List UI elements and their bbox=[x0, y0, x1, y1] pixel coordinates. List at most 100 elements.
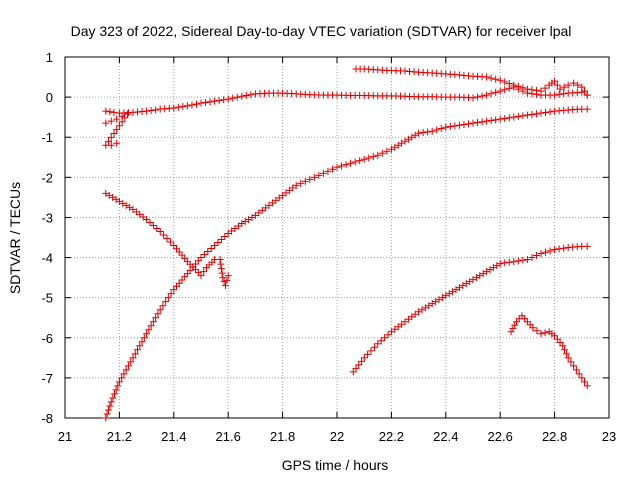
data-point bbox=[478, 118, 486, 126]
data-point bbox=[560, 90, 568, 98]
y-axis-label: SDTVAR / TECUs bbox=[7, 182, 23, 294]
data-point bbox=[122, 366, 130, 374]
x-tick-label: 21.4 bbox=[161, 429, 186, 444]
data-point bbox=[247, 91, 255, 99]
x-tick-label: 21 bbox=[58, 429, 72, 444]
data-point bbox=[446, 123, 454, 131]
data-point bbox=[107, 398, 115, 406]
series-arc-d bbox=[352, 65, 591, 99]
data-point bbox=[505, 79, 513, 87]
data-points bbox=[102, 65, 591, 422]
data-point bbox=[575, 370, 583, 378]
y-tick-label: -7 bbox=[41, 371, 53, 386]
series-arc-a bbox=[102, 105, 591, 422]
data-point bbox=[105, 137, 113, 145]
data-point bbox=[537, 330, 545, 338]
data-point bbox=[574, 81, 582, 89]
data-point bbox=[559, 342, 567, 350]
data-point bbox=[224, 272, 232, 280]
data-point bbox=[160, 231, 168, 239]
data-point bbox=[567, 358, 575, 366]
data-point bbox=[546, 108, 554, 116]
data-point bbox=[541, 84, 549, 92]
data-point bbox=[102, 414, 110, 422]
data-point bbox=[166, 238, 174, 246]
data-point bbox=[113, 115, 121, 123]
data-point bbox=[206, 98, 214, 106]
data-point bbox=[428, 127, 436, 135]
x-tick-label: 21.8 bbox=[270, 429, 295, 444]
data-point bbox=[532, 86, 540, 94]
data-point bbox=[109, 394, 117, 402]
data-point bbox=[111, 390, 119, 398]
data-point bbox=[224, 95, 232, 103]
data-point bbox=[115, 378, 123, 386]
data-point bbox=[217, 260, 225, 268]
data-point bbox=[433, 126, 441, 134]
data-point bbox=[242, 92, 250, 100]
data-point bbox=[127, 358, 135, 366]
data-point bbox=[537, 109, 545, 117]
data-point bbox=[297, 179, 305, 187]
data-point bbox=[214, 239, 222, 247]
data-point bbox=[464, 120, 472, 128]
x-tick-label: 22.8 bbox=[542, 429, 567, 444]
y-tick-label: 1 bbox=[46, 50, 53, 65]
data-point bbox=[514, 257, 522, 265]
data-point bbox=[107, 133, 115, 141]
data-point bbox=[154, 310, 162, 318]
data-point bbox=[143, 215, 151, 223]
data-point bbox=[367, 347, 375, 355]
data-point bbox=[560, 83, 568, 91]
data-point bbox=[200, 268, 208, 276]
data-point bbox=[129, 354, 137, 362]
data-point bbox=[419, 129, 427, 137]
data-point bbox=[221, 232, 229, 240]
data-point bbox=[149, 221, 157, 229]
data-point bbox=[149, 318, 157, 326]
data-point bbox=[163, 235, 171, 243]
data-point bbox=[319, 169, 327, 177]
data-point bbox=[487, 74, 495, 82]
y-tick-label: -4 bbox=[41, 251, 53, 266]
y-tick-label: -3 bbox=[41, 210, 53, 225]
data-point bbox=[496, 115, 504, 123]
data-point bbox=[483, 73, 491, 81]
data-point bbox=[583, 242, 591, 250]
data-point bbox=[140, 334, 148, 342]
data-point bbox=[437, 125, 445, 133]
data-point bbox=[551, 77, 559, 85]
data-point bbox=[338, 162, 346, 170]
data-point bbox=[218, 269, 226, 277]
data-point bbox=[357, 357, 365, 365]
data-point bbox=[541, 329, 549, 337]
data-point bbox=[351, 158, 359, 166]
data-point bbox=[131, 350, 139, 358]
series-arc-f bbox=[507, 312, 591, 390]
data-point bbox=[115, 122, 123, 130]
grid bbox=[65, 57, 609, 418]
x-tick-label: 22 bbox=[330, 429, 344, 444]
data-point bbox=[460, 121, 468, 129]
data-point bbox=[103, 410, 111, 418]
chart-title: Day 323 of 2022, Sidereal Day-to-day VTE… bbox=[71, 23, 572, 39]
data-point bbox=[113, 126, 121, 134]
data-point bbox=[528, 254, 536, 262]
y-tick-labels: 1 0 -1 -2 -3 -4 -5 -6 -7 -8 bbox=[41, 50, 53, 426]
data-point bbox=[424, 128, 432, 136]
data-point bbox=[349, 368, 357, 376]
x-tick-label: 23 bbox=[602, 429, 616, 444]
data-point bbox=[238, 92, 246, 100]
data-point bbox=[570, 79, 578, 87]
data-point bbox=[370, 343, 378, 351]
data-point bbox=[156, 306, 164, 314]
data-point bbox=[519, 84, 527, 92]
data-point bbox=[162, 298, 170, 306]
data-point bbox=[561, 346, 569, 354]
data-point bbox=[114, 382, 122, 390]
data-point bbox=[192, 100, 200, 108]
data-point bbox=[442, 123, 450, 131]
data-point bbox=[112, 386, 120, 394]
data-point bbox=[492, 88, 500, 96]
data-point bbox=[179, 103, 187, 111]
